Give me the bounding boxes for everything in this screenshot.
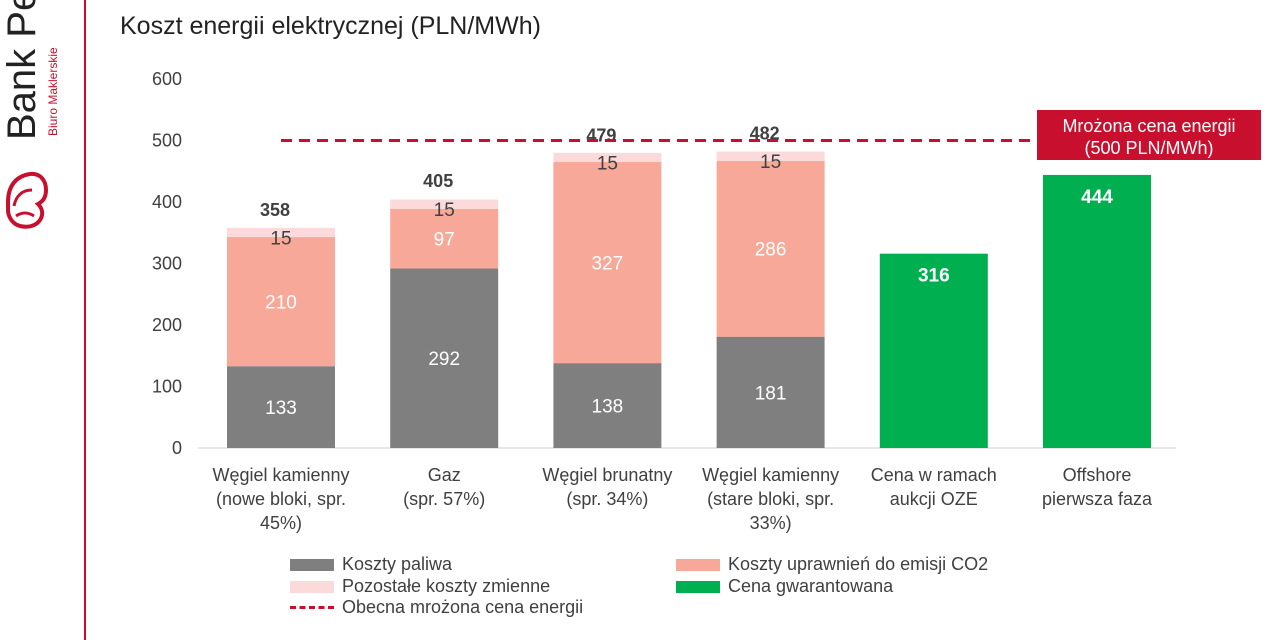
bar-segment: [390, 199, 499, 209]
category-label: Węgiel kamienny: [702, 465, 839, 485]
data-label: 15: [434, 200, 455, 221]
brand-divider: [84, 0, 86, 640]
bar-segment: [553, 162, 662, 364]
y-tick-label: 100: [152, 377, 182, 397]
bar-segment: [227, 366, 335, 448]
data-label: 327: [592, 254, 624, 275]
bar-segment: [553, 363, 662, 448]
category-label: 45%): [260, 513, 302, 533]
bar-segment: [716, 336, 825, 448]
reference-callout: [1037, 110, 1261, 160]
bar-segment: [390, 208, 499, 269]
data-label: 316: [918, 266, 950, 287]
data-label: 138: [592, 397, 624, 418]
y-tick-label: 600: [152, 69, 182, 89]
category-label: Offshore: [1063, 465, 1132, 485]
category-label: Gaz: [428, 465, 461, 485]
bar-segment: [227, 237, 335, 367]
y-tick-label: 0: [172, 438, 182, 458]
bar-segment: [879, 253, 988, 448]
bar-segment: [390, 268, 499, 448]
category-label: aukcji OZE: [890, 489, 978, 509]
data-label: 15: [597, 153, 618, 174]
reference-callout-text: Mrożona cena energii: [1062, 116, 1235, 136]
data-label: 286: [755, 240, 787, 261]
y-tick-label: 300: [152, 254, 182, 274]
total-label: 405: [423, 171, 453, 191]
brand-logo: Bank Pe Biuro Maklerskie: [0, 0, 86, 640]
total-label: 358: [260, 200, 290, 220]
data-label: 15: [270, 228, 291, 249]
category-label: (stare bloki, spr.: [707, 489, 834, 509]
category-label: Cena w ramach: [871, 465, 997, 485]
total-label: 479: [586, 125, 616, 145]
y-tick-label: 200: [152, 315, 182, 335]
category-label: pierwsza faza: [1042, 489, 1153, 509]
y-tick-label: 500: [152, 131, 182, 151]
total-label: 482: [750, 124, 780, 144]
bar-segment: [227, 227, 335, 238]
data-label: 97: [434, 230, 455, 251]
chart-title: Koszt energii elektrycznej (PLN/MWh): [120, 12, 541, 40]
data-label: 292: [428, 349, 460, 370]
category-label: 33%): [750, 513, 792, 533]
bar-segment: [553, 152, 662, 163]
category-label: Węgiel kamienny: [212, 465, 349, 485]
category-label: (nowe bloki, spr.: [216, 489, 346, 509]
category-label: (spr. 57%): [403, 489, 485, 509]
bar-segment: [716, 151, 825, 161]
bar-segment: [1043, 174, 1151, 448]
data-label: 181: [755, 383, 787, 404]
data-label: 444: [1081, 187, 1113, 208]
bison-logo-icon: [6, 171, 49, 229]
bar-segment: [716, 160, 825, 337]
category-label: (spr. 34%): [566, 489, 648, 509]
data-label: 210: [265, 293, 297, 314]
reference-callout-text: (500 PLN/MWh): [1084, 138, 1213, 158]
category-label: Węgiel brunatny: [542, 465, 672, 485]
data-label: 133: [265, 398, 297, 419]
y-tick-label: 400: [152, 192, 182, 212]
data-label: 15: [760, 152, 781, 173]
